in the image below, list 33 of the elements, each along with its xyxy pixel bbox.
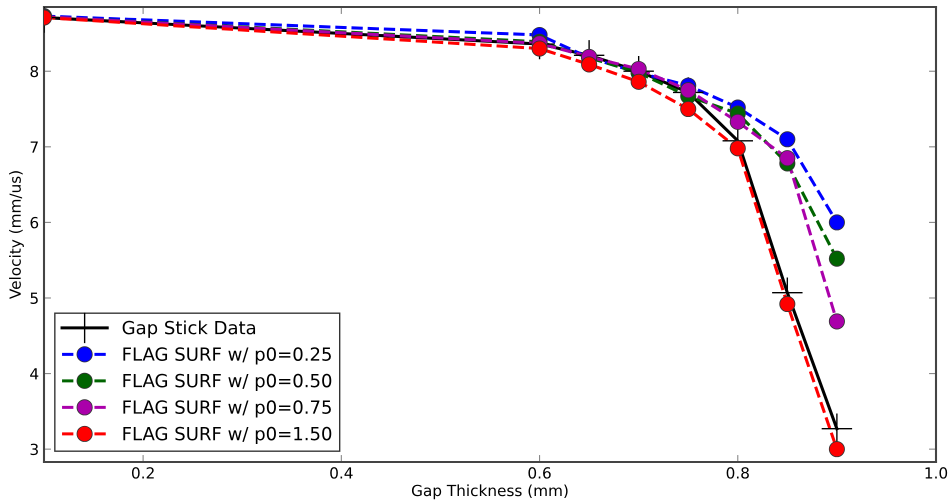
point [779,131,796,148]
point [680,101,696,118]
point [779,296,796,312]
point [779,150,796,166]
point [680,82,696,98]
point [828,214,845,230]
point [630,74,647,90]
point [630,60,647,78]
legend-label: Gap Stick Data [122,320,256,338]
legend-label: FLAG SURF w/ p0=0.50 [123,374,332,391]
legend-label: FLAG SURF w/ p0=0.75 [123,400,331,418]
y-tick-label: 4 [30,368,38,380]
legend-label: FLAG SURF w/ p0=1.50 [123,426,332,444]
x-tick-label: 0.2 [132,467,154,479]
point [532,40,548,57]
y-tick-label: 6 [30,216,38,228]
x-tick-label: 0.4 [330,467,353,479]
y-tick-label: 5 [30,292,38,304]
x-tick-label: 0.6 [528,467,551,479]
point [828,313,845,330]
x-tick-label: 1.0 [926,467,948,479]
point [730,114,746,130]
point [581,56,598,72]
y-tick-label: 7 [30,141,38,153]
x-tick-label: 0.8 [726,467,749,479]
point [730,140,746,156]
legend-label: FLAG SURF w/ p0=0.25 [123,347,331,364]
y-tick-label: 8 [30,66,38,78]
y-tick-label: 3 [30,444,38,456]
x-axis-title: Gap Thickness (mm) [412,484,568,500]
point [828,250,845,267]
y-axis-title: Velocity (mm/us) [9,171,24,300]
point [828,441,845,458]
